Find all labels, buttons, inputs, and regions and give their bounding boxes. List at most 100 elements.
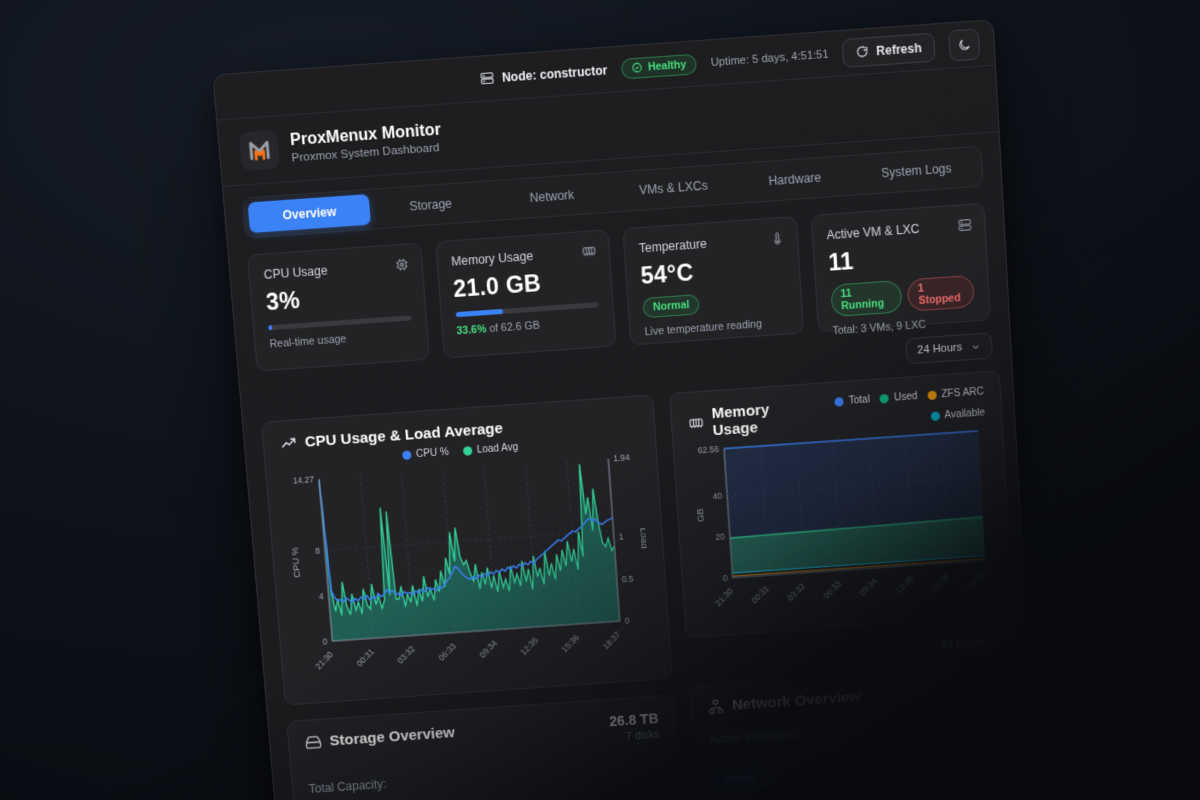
svg-text:8: 8 xyxy=(315,546,321,556)
cpu-usage-card: CPU Usage 3% Real-time usage xyxy=(246,242,430,372)
cpu-usage-label: CPU Usage xyxy=(263,263,329,282)
health-badge: Healthy xyxy=(620,53,698,80)
hard-drive-icon xyxy=(304,733,322,751)
server-icon xyxy=(479,70,495,86)
legend-dot-zfs-arc xyxy=(927,390,937,401)
time-range-select[interactable]: 24 Hours xyxy=(905,332,993,365)
svg-text:18:37: 18:37 xyxy=(600,629,622,651)
cpu-usage-value: 3% xyxy=(264,286,301,316)
svg-text:09:34: 09:34 xyxy=(477,638,499,660)
memory-usage-value: 21.0 GB xyxy=(452,269,542,303)
cpu-progress-track xyxy=(268,315,412,331)
svg-text:12:35: 12:35 xyxy=(518,635,540,657)
active-vm-lxc-value: 11 xyxy=(827,247,855,276)
svg-text:12:35: 12:35 xyxy=(893,573,915,595)
legend-dot-available xyxy=(930,411,940,422)
svg-text:0: 0 xyxy=(322,637,328,647)
storage-total-capacity-value: 26.8 TB xyxy=(608,710,660,730)
server-stack-icon xyxy=(957,217,973,233)
tab-system-logs[interactable]: System Logs xyxy=(880,161,952,181)
dark-mode-toggle[interactable] xyxy=(948,27,981,61)
refresh-icon xyxy=(856,45,870,59)
cpu-progress-fill xyxy=(268,325,273,331)
svg-text:GB: GB xyxy=(695,508,707,522)
tab-storage[interactable]: Storage xyxy=(408,196,453,214)
memory-usage-subtitle: 33.6% of 62.6 GB xyxy=(456,319,541,338)
tab-hardware[interactable]: Hardware xyxy=(768,170,822,189)
svg-text:14.27: 14.27 xyxy=(292,474,314,485)
memory-usage-label: Memory Usage xyxy=(450,248,534,269)
svg-text:1: 1 xyxy=(619,532,625,542)
storage-row-total-capacity: Total Capacity: xyxy=(308,777,387,796)
dashboard-scene: Node: constructor Healthy Uptime: 5 days… xyxy=(212,19,1045,800)
vms-stopped-badge: 1 Stopped xyxy=(907,274,975,312)
svg-text:03:32: 03:32 xyxy=(395,644,417,666)
legend-dot-used xyxy=(879,393,890,404)
legend-dot-cpu xyxy=(401,450,412,461)
refresh-button[interactable]: Refresh xyxy=(841,32,936,68)
svg-text:03:32: 03:32 xyxy=(785,581,807,603)
svg-text:15:36: 15:36 xyxy=(929,571,951,593)
svg-text:40: 40 xyxy=(712,491,722,502)
active-vm-lxc-card: Active VM & LXC 11 11 Running 1 Stopped … xyxy=(810,202,991,337)
chevron-down-icon xyxy=(970,341,982,353)
network-icon xyxy=(707,698,725,716)
thermometer-icon xyxy=(769,230,785,246)
uptime-text: Uptime: 5 days, 4:51:51 xyxy=(710,47,829,69)
dashboard-panel: Node: constructor Healthy Uptime: 5 days… xyxy=(212,19,1045,800)
svg-text:06:33: 06:33 xyxy=(436,641,458,663)
trending-up-icon xyxy=(279,434,297,452)
svg-text:18:37: 18:37 xyxy=(966,568,988,590)
network-overview-card: Network Overview 2 Active Interfaces: vm… xyxy=(689,662,1029,800)
temperature-card: Temperature 54°C Normal Live temperature… xyxy=(622,216,804,346)
legend-dot-load xyxy=(462,446,473,456)
temperature-value: 54°C xyxy=(639,258,695,289)
svg-text:20: 20 xyxy=(715,532,725,543)
svg-text:4: 4 xyxy=(319,591,325,601)
svg-text:62.56: 62.56 xyxy=(697,444,719,455)
svg-text:CPU %: CPU % xyxy=(290,546,303,578)
memory-percent: 33.6% xyxy=(456,323,487,338)
memory-usage-card: Memory Usage 21.0 GB 33.6% of 62.6 GB xyxy=(434,229,617,359)
svg-text:09:34: 09:34 xyxy=(857,576,879,598)
cpu-usage-subtitle: Real-time usage xyxy=(269,333,347,351)
svg-text:0: 0 xyxy=(624,616,630,626)
tab-overview[interactable]: Overview xyxy=(247,194,372,234)
storage-overview-title: Storage Overview xyxy=(328,724,456,750)
node-label: Node: constructor xyxy=(501,62,608,85)
interface-badge: vmbr0 xyxy=(711,767,770,791)
svg-text:21:30: 21:30 xyxy=(713,586,735,608)
storage-overview-card: Storage Overview 26.8 TB 7 disks Total C… xyxy=(286,694,691,800)
storage-disk-count: 7 disks xyxy=(625,728,661,743)
cpu-icon xyxy=(393,257,409,273)
temperature-subtitle: Live temperature reading xyxy=(644,318,763,339)
memory-chart: 0 20 40 62.56 21:30 00:31 03:32 06:33 09:34 12:35… xyxy=(695,420,995,608)
memory-chart-card: Memory Usage Total Used ZFS ARC Availabl… xyxy=(669,370,1014,639)
time-range-select-2[interactable]: 24 Hours xyxy=(928,627,1016,659)
svg-text:21:30: 21:30 xyxy=(313,649,335,671)
memory-progress-track xyxy=(455,302,599,318)
tab-vms-lxcs[interactable]: VMs & LXCs xyxy=(638,178,709,198)
cpu-load-chart-card: CPU Usage & Load Average CPU % Load Avg … xyxy=(261,394,673,706)
chevron-down-icon xyxy=(993,636,1005,648)
check-circle-icon xyxy=(631,62,643,74)
tab-network[interactable]: Network xyxy=(529,187,575,206)
charts-area: CPU Usage & Load Average CPU % Load Avg … xyxy=(261,370,1029,800)
network-overview-title: Network Overview xyxy=(731,688,862,714)
memory-progress-fill xyxy=(455,308,504,318)
legend-dot-total xyxy=(834,397,845,407)
vms-running-badge: 11 Running xyxy=(829,279,904,318)
active-interfaces-label: Active Interfaces: xyxy=(709,726,802,747)
memory-icon xyxy=(688,415,705,432)
temperature-label: Temperature xyxy=(638,236,708,256)
memory-icon xyxy=(581,243,597,259)
node-indicator: Node: constructor xyxy=(479,62,608,86)
svg-text:15:36: 15:36 xyxy=(559,632,581,654)
cpu-load-chart: 0 4 8 14.27 0 0.5 1 1.94 21:30 00:31 03:32 06:33 09:… xyxy=(290,452,650,671)
svg-text:0: 0 xyxy=(723,573,729,583)
svg-text:06:33: 06:33 xyxy=(821,578,843,600)
svg-text:0.5: 0.5 xyxy=(621,573,634,584)
svg-text:00:31: 00:31 xyxy=(354,646,376,668)
svg-text:Load: Load xyxy=(637,527,649,549)
svg-text:00:31: 00:31 xyxy=(749,583,771,605)
